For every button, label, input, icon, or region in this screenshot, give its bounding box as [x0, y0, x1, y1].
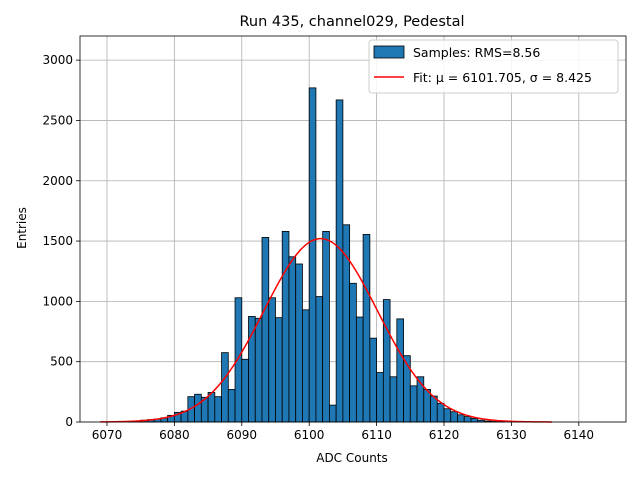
histogram-bar: [315, 296, 324, 423]
histogram-bar: [369, 337, 377, 423]
histogram-bar: [470, 417, 479, 423]
histogram-bar: [436, 402, 445, 423]
y-tick-label: 2000: [42, 174, 73, 188]
histogram-bar: [288, 256, 297, 423]
histogram-bar: [268, 297, 276, 423]
legend-box: [368, 39, 619, 94]
x-tick-label: 6110: [361, 428, 392, 442]
y-tick-label: 2500: [42, 113, 73, 127]
x-tick-label: 6120: [429, 428, 460, 442]
legend-histogram-label: Samples: RMS=8.56: [413, 45, 540, 60]
histogram-bar: [335, 99, 344, 423]
histogram-bar: [349, 282, 357, 423]
histogram-bar: [194, 393, 202, 423]
histogram-bar: [248, 316, 256, 423]
x-tick-label: 6070: [92, 428, 123, 442]
histogram-bar: [382, 299, 391, 423]
x-tick-label: 6100: [294, 428, 325, 442]
histogram-bar: [234, 297, 243, 423]
histogram-bar: [302, 309, 310, 423]
chart-title: Run 435, channel029, Pedestal: [239, 14, 464, 30]
x-tick-label: 6130: [496, 428, 527, 442]
histogram-bars: [126, 87, 506, 423]
y-tick-label: 1500: [42, 234, 73, 248]
y-tick-label: 1000: [42, 294, 73, 308]
y-axis-label: Entries: [15, 207, 29, 249]
y-tick-label: 500: [50, 355, 73, 369]
legend-histogram-swatch: [373, 45, 405, 59]
histogram-bar: [322, 231, 330, 423]
histogram-bar: [261, 237, 270, 423]
histogram-bar: [241, 358, 249, 423]
histogram-bar: [463, 416, 472, 423]
x-tick-label: 6140: [564, 428, 595, 442]
gaussian-fit-curve: [100, 237, 552, 423]
histogram-bar: [430, 395, 438, 423]
histogram-bar: [254, 317, 263, 423]
histogram-bar: [389, 376, 398, 423]
x-tick-label: 6080: [159, 428, 190, 442]
histogram-bar: [376, 372, 384, 423]
x-tick-label: 6090: [227, 428, 258, 442]
histogram-bar: [207, 392, 216, 423]
y-tick-label: 0: [65, 415, 73, 429]
histogram-bar: [281, 231, 290, 423]
histogram-bar: [221, 352, 229, 423]
histogram-bar: [275, 317, 283, 423]
histogram-bar: [362, 234, 371, 423]
y-axis-ticks: 0 500 1000 1500 2000 2500 3000: [42, 53, 80, 429]
plot-frame: [79, 35, 627, 423]
histogram-bar: [295, 263, 303, 423]
y-tick-label: 3000: [42, 53, 73, 67]
histogram-bar: [396, 318, 404, 423]
histogram-bar: [450, 411, 458, 423]
histogram-bar: [403, 355, 411, 423]
histogram-bar: [423, 389, 431, 423]
histogram-bar: [214, 396, 222, 423]
histogram-bar: [443, 408, 452, 423]
histogram-bar: [409, 385, 418, 423]
histogram-bar: [227, 389, 236, 423]
x-axis-ticks: 6070 6080 6090 6100 6110 6120 6130 6140: [92, 422, 594, 442]
legend-fit-label: Fit: μ = 6101.705, σ = 8.425: [413, 70, 592, 85]
legend: Samples: RMS=8.56 Fit: μ = 6101.705, σ =…: [368, 39, 619, 94]
histogram-bar: [355, 316, 364, 423]
x-axis-label: ADC Counts: [316, 451, 388, 465]
grid-lines: [80, 36, 626, 423]
histogram-bar: [457, 414, 465, 423]
histogram-bar: [308, 87, 317, 423]
histogram-bar: [329, 404, 337, 423]
